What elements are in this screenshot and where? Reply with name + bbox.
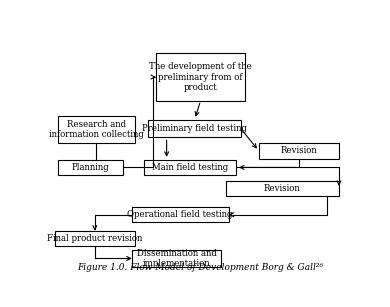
FancyBboxPatch shape bbox=[156, 53, 245, 101]
Text: Research and
information collecting: Research and information collecting bbox=[49, 120, 144, 139]
Text: Final product revision: Final product revision bbox=[47, 234, 142, 243]
FancyBboxPatch shape bbox=[225, 181, 339, 196]
Text: Figure 1.0. Flow Model of Development Borg & Gall²⁶: Figure 1.0. Flow Model of Development Bo… bbox=[77, 263, 323, 272]
FancyBboxPatch shape bbox=[132, 250, 221, 267]
Text: Dissemination and
implementation: Dissemination and implementation bbox=[136, 249, 216, 268]
FancyBboxPatch shape bbox=[144, 160, 236, 175]
FancyBboxPatch shape bbox=[58, 160, 123, 175]
Text: Revision: Revision bbox=[264, 184, 301, 193]
Text: Planning: Planning bbox=[71, 163, 109, 172]
FancyBboxPatch shape bbox=[149, 119, 241, 137]
Text: Main field testing: Main field testing bbox=[152, 163, 228, 172]
FancyBboxPatch shape bbox=[259, 143, 339, 159]
FancyBboxPatch shape bbox=[55, 231, 135, 246]
FancyBboxPatch shape bbox=[132, 207, 229, 222]
Text: Preliminary field testing: Preliminary field testing bbox=[142, 124, 247, 133]
Text: The development of the
preliminary from of
product: The development of the preliminary from … bbox=[149, 62, 252, 92]
FancyBboxPatch shape bbox=[58, 116, 135, 143]
Text: Revision: Revision bbox=[280, 146, 317, 155]
Text: Operational field testing: Operational field testing bbox=[128, 210, 233, 219]
